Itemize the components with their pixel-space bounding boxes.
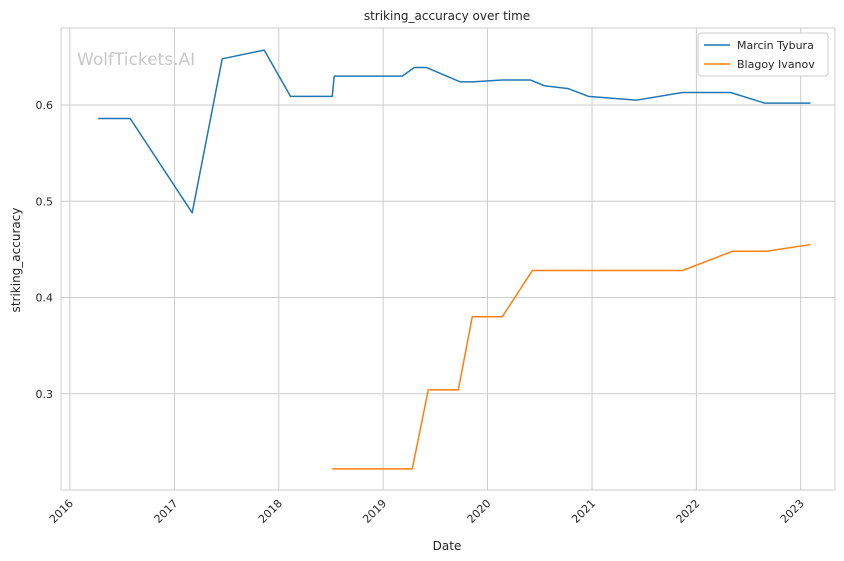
series-line-marcin-tybura <box>98 49 811 214</box>
legend-label-marcin-tybura: Marcin Tybura <box>737 39 814 52</box>
plot-area-frame <box>60 27 836 491</box>
watermark-text: WolfTickets.AI <box>77 50 195 70</box>
y-tick-label: 0.6 <box>36 99 54 112</box>
legend-box <box>697 32 829 77</box>
series-layer <box>98 49 811 470</box>
grid-lines <box>61 28 835 490</box>
y-tick-label: 0.4 <box>36 292 54 305</box>
legend: Marcin Tybura Blagoy Ivanov <box>697 32 829 77</box>
y-axis-ticks: 0.3 0.4 0.5 0.6 <box>36 99 54 401</box>
series-line-blagoy-ivanov <box>332 243 811 470</box>
x-axis-title: Date <box>433 539 462 553</box>
y-tick-label: 0.3 <box>36 388 54 401</box>
y-tick-label: 0.5 <box>36 195 54 208</box>
legend-label-blagoy-ivanov: Blagoy Ivanov <box>737 58 815 71</box>
chart-title: striking_accuracy over time <box>364 9 530 23</box>
y-axis-title: striking_accuracy <box>9 208 23 313</box>
